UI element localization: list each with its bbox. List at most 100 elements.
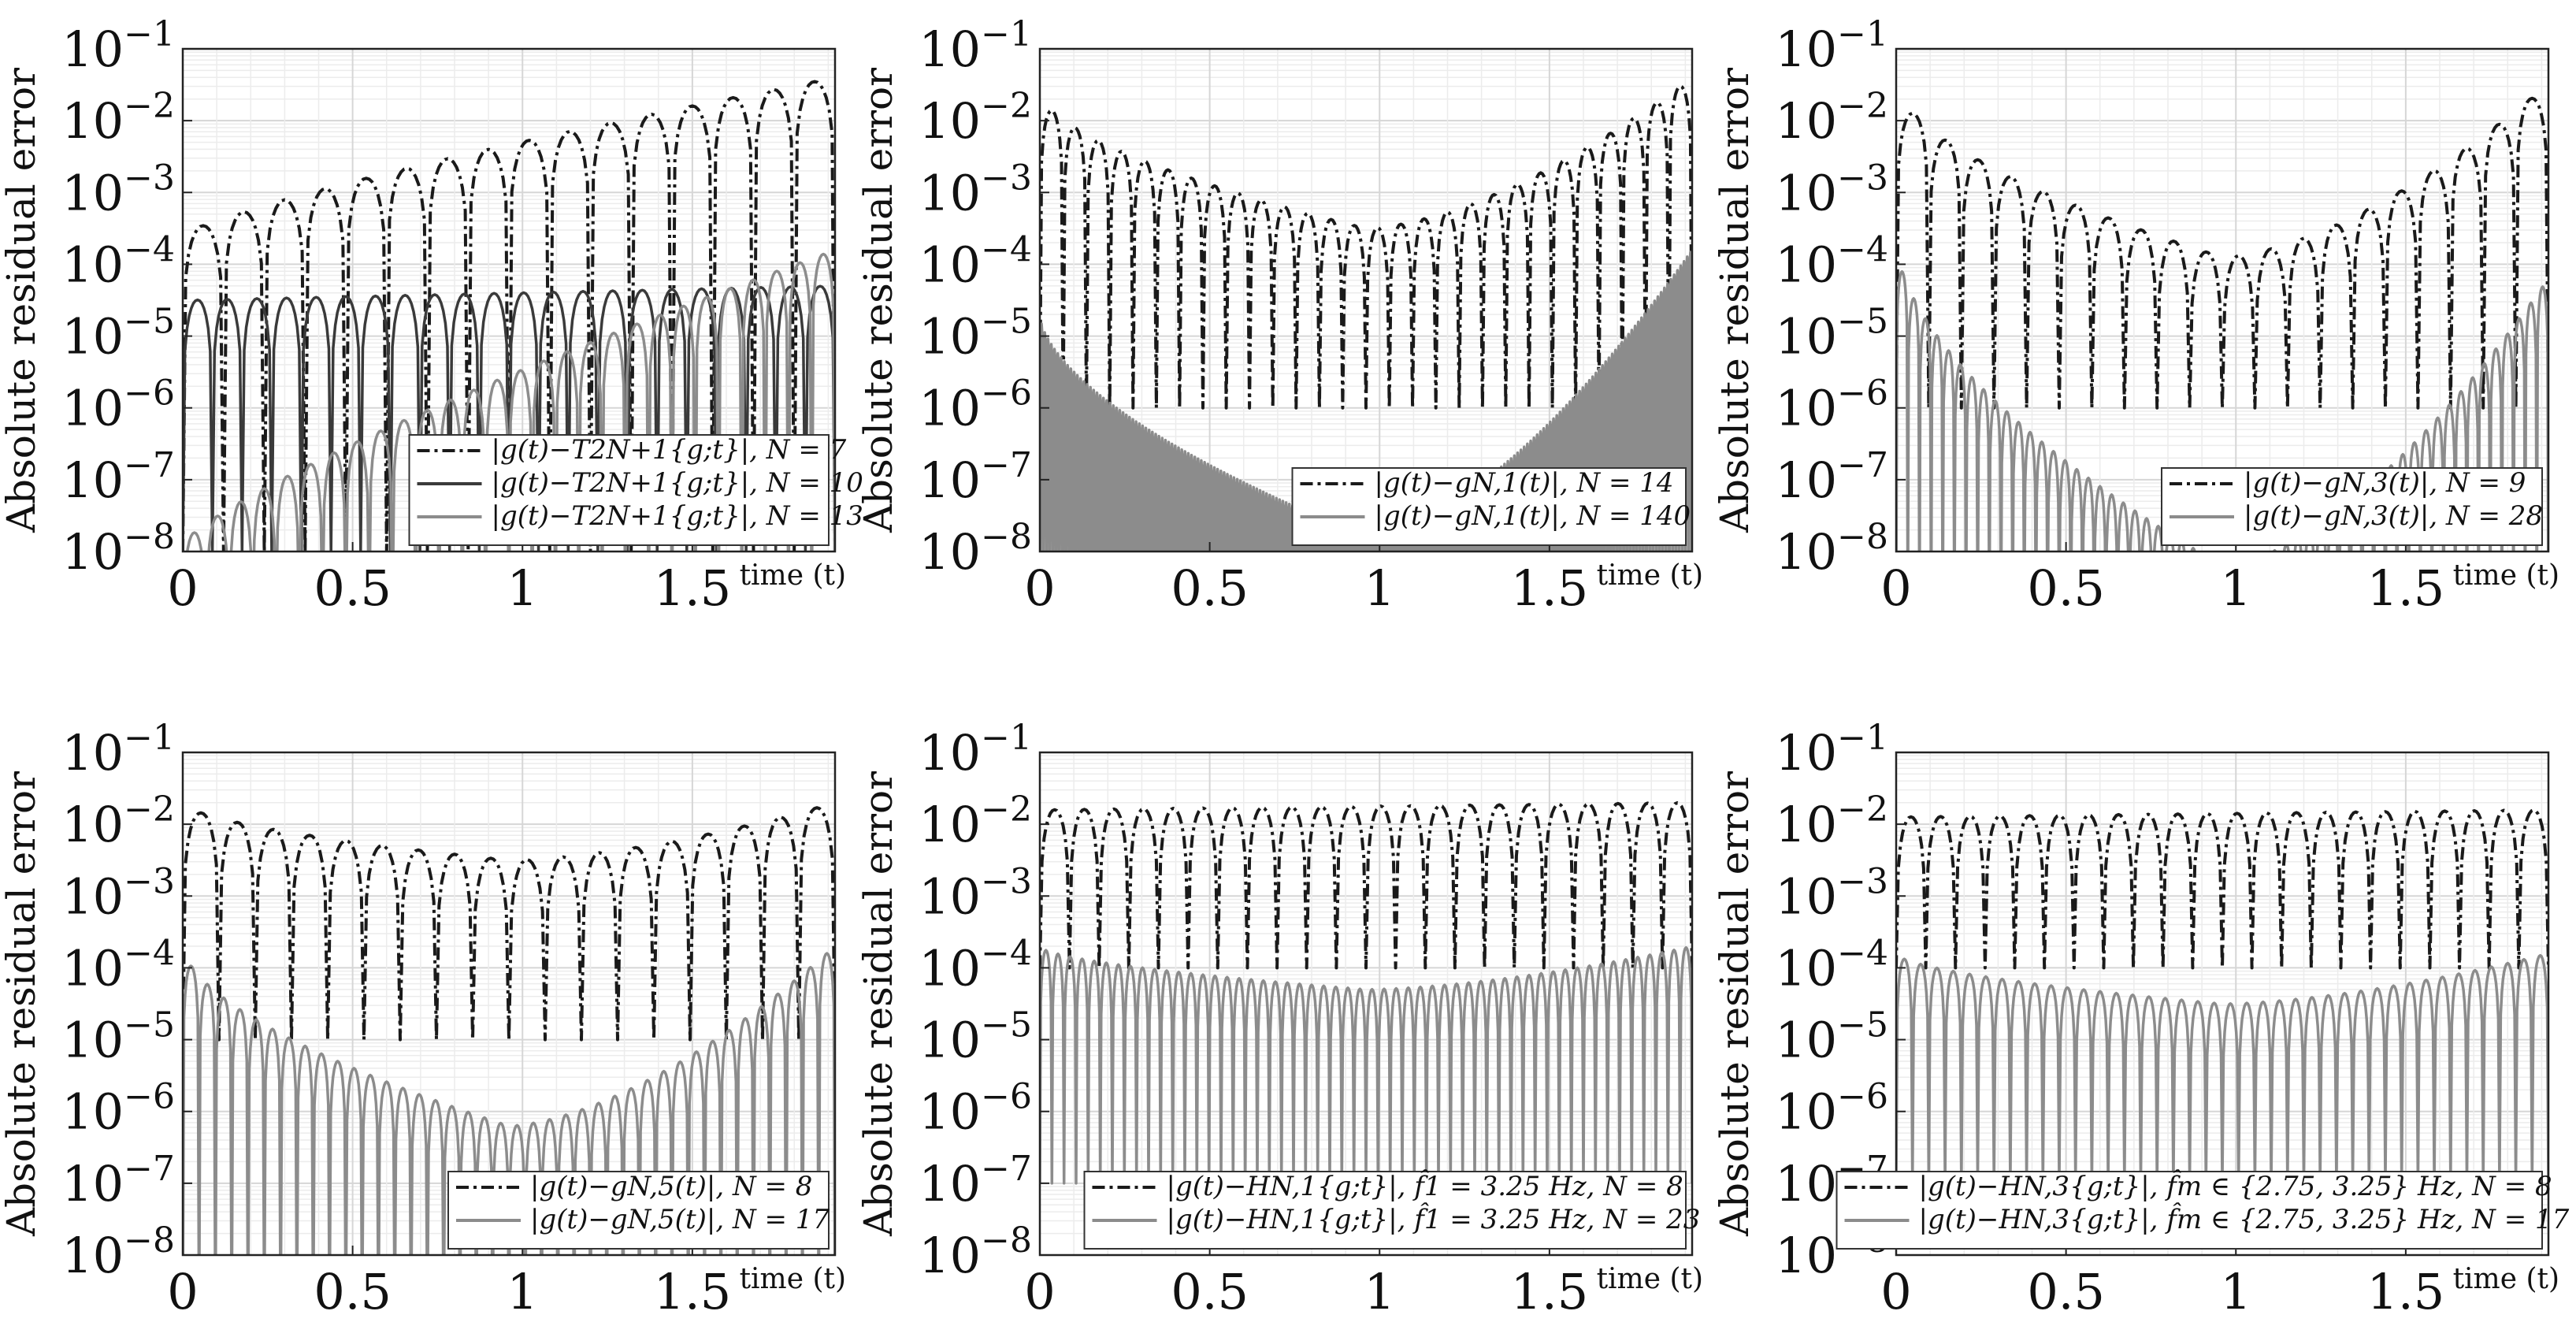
xtick-label: 1 [1364, 559, 1395, 617]
legend-box [2161, 467, 2543, 546]
ytick-label: 10−2 [919, 789, 1032, 853]
axes-frame [181, 47, 837, 553]
y-axis-label: Absolute residual error [856, 771, 901, 1237]
series-line-2 [1040, 251, 1692, 552]
ytick-label: 10−2 [1775, 86, 1888, 150]
ytick-label: 10−1 [1775, 718, 1888, 782]
series-group [1040, 84, 1692, 552]
legend-box [1083, 1171, 1687, 1250]
legend-entry-2: |g(t)−HN,3{g;t}|, f̂m ∈ {2.75, 3.25} Hz,… [1919, 1202, 2570, 1235]
legend-box [408, 434, 830, 546]
xtick-label: 0 [1024, 1263, 1055, 1320]
ytick-label: 10−3 [61, 158, 175, 221]
ytick-label: 10−8 [919, 1220, 1032, 1284]
xtick-label: 1.5 [2367, 559, 2445, 617]
subplot-5: 10−8 10−7 10−6 10−5 10−4 10−3 10−2 10−1 0 0.5 1 1.5… [856, 718, 1703, 1320]
subplot-1: 10−8 10−7 10−6 10−5 10−4 10−3 10−2 10−1 0 0.5 1 1.5… [0, 14, 863, 617]
ytick-label: 10−4 [61, 229, 175, 293]
ytick-label: 10−5 [1775, 302, 1888, 366]
ytick-label: 10−7 [61, 1149, 175, 1213]
ytick-label: 10−3 [919, 861, 1032, 925]
ytick-label: 10−8 [919, 517, 1032, 581]
ytick-label: 10−3 [1775, 861, 1888, 925]
ytick-label: 10−6 [1775, 1077, 1888, 1141]
ytick-label: 10−6 [919, 1077, 1032, 1141]
ytick-label: 10−4 [61, 933, 175, 997]
axes-frame [181, 751, 837, 1257]
ytick-label: 10−8 [61, 1220, 175, 1284]
ytick-label: 10−1 [919, 718, 1032, 782]
legend-entry-2: |g(t)−gN,5(t)|, N = 17 [530, 1204, 830, 1235]
xtick-label: 1 [2221, 559, 2251, 617]
ytick-label: 10−6 [919, 373, 1032, 437]
legend: |g(t)−gN,1(t)|, N = 14|g(t)−gN,1(t)|, N … [1291, 467, 1691, 546]
axes-frame [1038, 47, 1694, 553]
xtick-label: 0.5 [1171, 559, 1249, 617]
x-axis-label: time (t) [740, 1263, 846, 1295]
ytick-label: 10−3 [919, 158, 1032, 221]
legend-entry-1: |g(t)−gN,3(t)|, N = 9 [2244, 467, 2526, 499]
ytick-label: 10−4 [919, 229, 1032, 293]
axes-frame [1895, 47, 2550, 553]
xtick-label: 0 [1880, 559, 1911, 617]
legend-entry-2: |g(t)−HN,1{g;t}|, f̂1 = 3.25 Hz, N = 23 [1167, 1202, 1701, 1235]
ytick-label: 10−5 [1775, 1005, 1888, 1069]
xtick-label: 1.5 [2367, 1263, 2445, 1320]
legend-entry-2: |g(t)−T2N+1{g;t}|, N = 10 [492, 467, 863, 499]
legend-box [1291, 467, 1687, 546]
ytick-label: 10−1 [919, 14, 1032, 78]
series-line-1 [1896, 96, 2548, 410]
legend: |g(t)−HN,1{g;t}|, f̂1 = 3.25 Hz, N = 8|g… [1083, 1169, 1701, 1250]
ytick-label: 10−6 [1775, 373, 1888, 437]
ytick-label: 10−1 [1775, 14, 1888, 78]
xtick-label: 1.5 [1511, 1263, 1589, 1320]
legend-entry-1: |g(t)−HN,3{g;t}|, f̂m ∈ {2.75, 3.25} Hz,… [1919, 1169, 2552, 1202]
xtick-label: 0 [1880, 1263, 1911, 1320]
legend-box [1835, 1171, 2543, 1250]
ytick-label: 10−8 [61, 517, 175, 581]
legend: |g(t)−T2N+1{g;t}|, N = 7|g(t)−T2N+1{g;t}… [408, 434, 863, 546]
x-axis-label: time (t) [1597, 1263, 1703, 1295]
y-axis-label: Absolute residual error [1712, 68, 1758, 533]
xtick-label: 0 [167, 1263, 198, 1320]
legend-entry-1: |g(t)−gN,1(t)|, N = 14 [1375, 467, 1674, 499]
ytick-label: 10−2 [61, 789, 175, 853]
x-axis-label: time (t) [1597, 559, 1703, 592]
y-axis-label: Absolute residual error [856, 68, 901, 533]
xtick-label: 0.5 [2027, 1263, 2105, 1320]
xtick-label: 0.5 [1171, 1263, 1249, 1320]
ytick-label: 10−1 [61, 718, 175, 782]
ytick-label: 10−4 [919, 933, 1032, 997]
series-line-1 [1040, 801, 1692, 970]
ytick-label: 10−3 [1775, 158, 1888, 221]
subplot-2: 10−8 10−7 10−6 10−5 10−4 10−3 10−2 10−1 0 0.5 1 1.5… [856, 14, 1703, 617]
ytick-label: 10−8 [1775, 517, 1888, 581]
ytick-label: 10−7 [919, 445, 1032, 509]
legend-entry-1: |g(t)−HN,1{g;t}|, f̂1 = 3.25 Hz, N = 8 [1167, 1169, 1683, 1202]
ytick-label: 10−5 [61, 1005, 175, 1069]
axes-frame [1895, 751, 2550, 1257]
series-line-2 [1896, 269, 2548, 552]
legend: |g(t)−gN,3(t)|, N = 9|g(t)−gN,3(t)|, N =… [2161, 467, 2543, 546]
series-line-3 [186, 252, 835, 552]
x-axis-label: time (t) [2453, 1263, 2559, 1295]
ytick-label: 10−5 [61, 302, 175, 366]
ytick-label: 10−7 [919, 1149, 1032, 1213]
xtick-label: 1.5 [1511, 559, 1589, 617]
ytick-label: 10−6 [61, 1077, 175, 1141]
ytick-label: 10−7 [61, 445, 175, 509]
subplot-4: 10−8 10−7 10−6 10−5 10−4 10−3 10−2 10−1 0 0.5 1 1.5… [0, 718, 846, 1320]
xtick-label: 1 [507, 1263, 538, 1320]
legend-box [447, 1171, 830, 1250]
ytick-label: 10−2 [919, 86, 1032, 150]
series-group [183, 80, 835, 552]
x-axis-label: time (t) [740, 559, 846, 592]
xtick-label: 1.5 [654, 559, 732, 617]
xtick-label: 0 [167, 559, 198, 617]
ytick-label: 10−7 [1775, 445, 1888, 509]
legend: |g(t)−HN,3{g;t}|, f̂m ∈ {2.75, 3.25} Hz,… [1835, 1169, 2570, 1250]
legend-entry-3: |g(t)−T2N+1{g;t}|, N = 13 [492, 500, 863, 532]
y-axis-label: Absolute residual error [0, 771, 44, 1237]
ytick-label: 10−5 [919, 1005, 1032, 1069]
